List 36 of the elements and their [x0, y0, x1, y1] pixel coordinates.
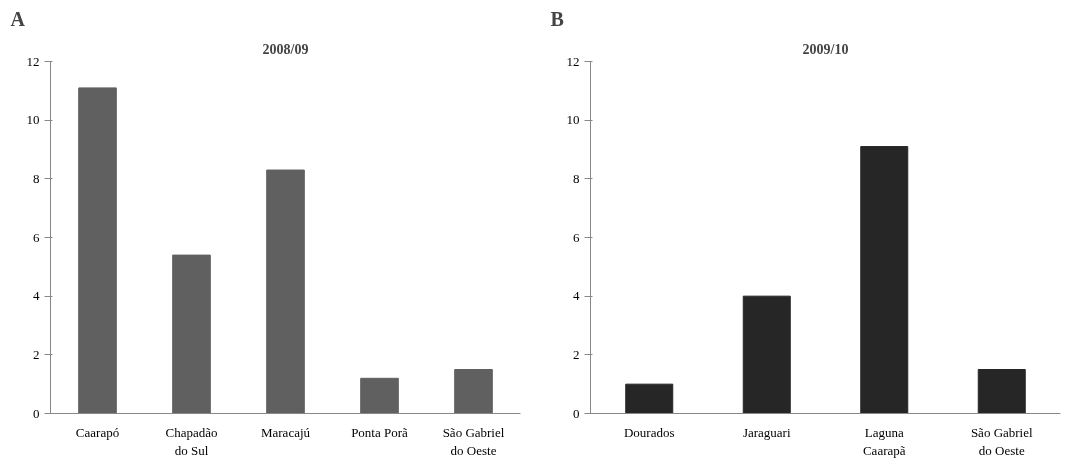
bar — [977, 369, 1026, 414]
x-tick-label: Laguna Caarapã — [862, 424, 906, 458]
y-tick-label: 12 — [26, 53, 40, 69]
bar — [172, 254, 211, 414]
x-tick-label: Dourados — [623, 424, 675, 440]
y-tick-label: 6 — [33, 229, 40, 245]
bar — [266, 169, 305, 414]
y-tick-label: 2 — [33, 346, 40, 362]
y-tick-label: 8 — [573, 170, 580, 186]
chart-title: 2009/10 — [802, 41, 849, 57]
bar — [860, 146, 909, 414]
x-tick-label: Caarapó — [75, 424, 120, 440]
y-tick-label: 6 — [573, 229, 580, 245]
text: B — [550, 7, 564, 30]
bar — [625, 383, 674, 414]
bar — [78, 87, 117, 414]
y-tick-label: 4 — [33, 288, 40, 304]
y-tick-label: 8 — [33, 170, 40, 186]
x-tick-label: Ponta Porã — [351, 424, 409, 440]
y-tick-label: 0 — [33, 405, 40, 421]
x-tick-label: Chapadão do Sul — [165, 424, 218, 458]
chart-title: 2008/09 — [262, 41, 309, 57]
y-tick-label: 2 — [573, 346, 580, 362]
bar — [742, 295, 791, 414]
text: A — [10, 7, 26, 30]
x-tick-label: Jaraguari — [742, 424, 791, 440]
x-tick-label: São Gabriel do Oeste — [442, 424, 505, 458]
y-tick-label: 0 — [573, 405, 580, 421]
x-tick-label: São Gabriel do Oeste — [970, 424, 1033, 458]
y-tick-label: 12 — [566, 53, 580, 69]
y-tick-label: 10 — [26, 112, 40, 128]
bar — [454, 369, 493, 414]
y-tick-label: 10 — [566, 112, 580, 128]
x-tick-label: Maracajú — [260, 424, 311, 440]
y-tick-label: 4 — [573, 288, 580, 304]
bar — [360, 377, 399, 414]
